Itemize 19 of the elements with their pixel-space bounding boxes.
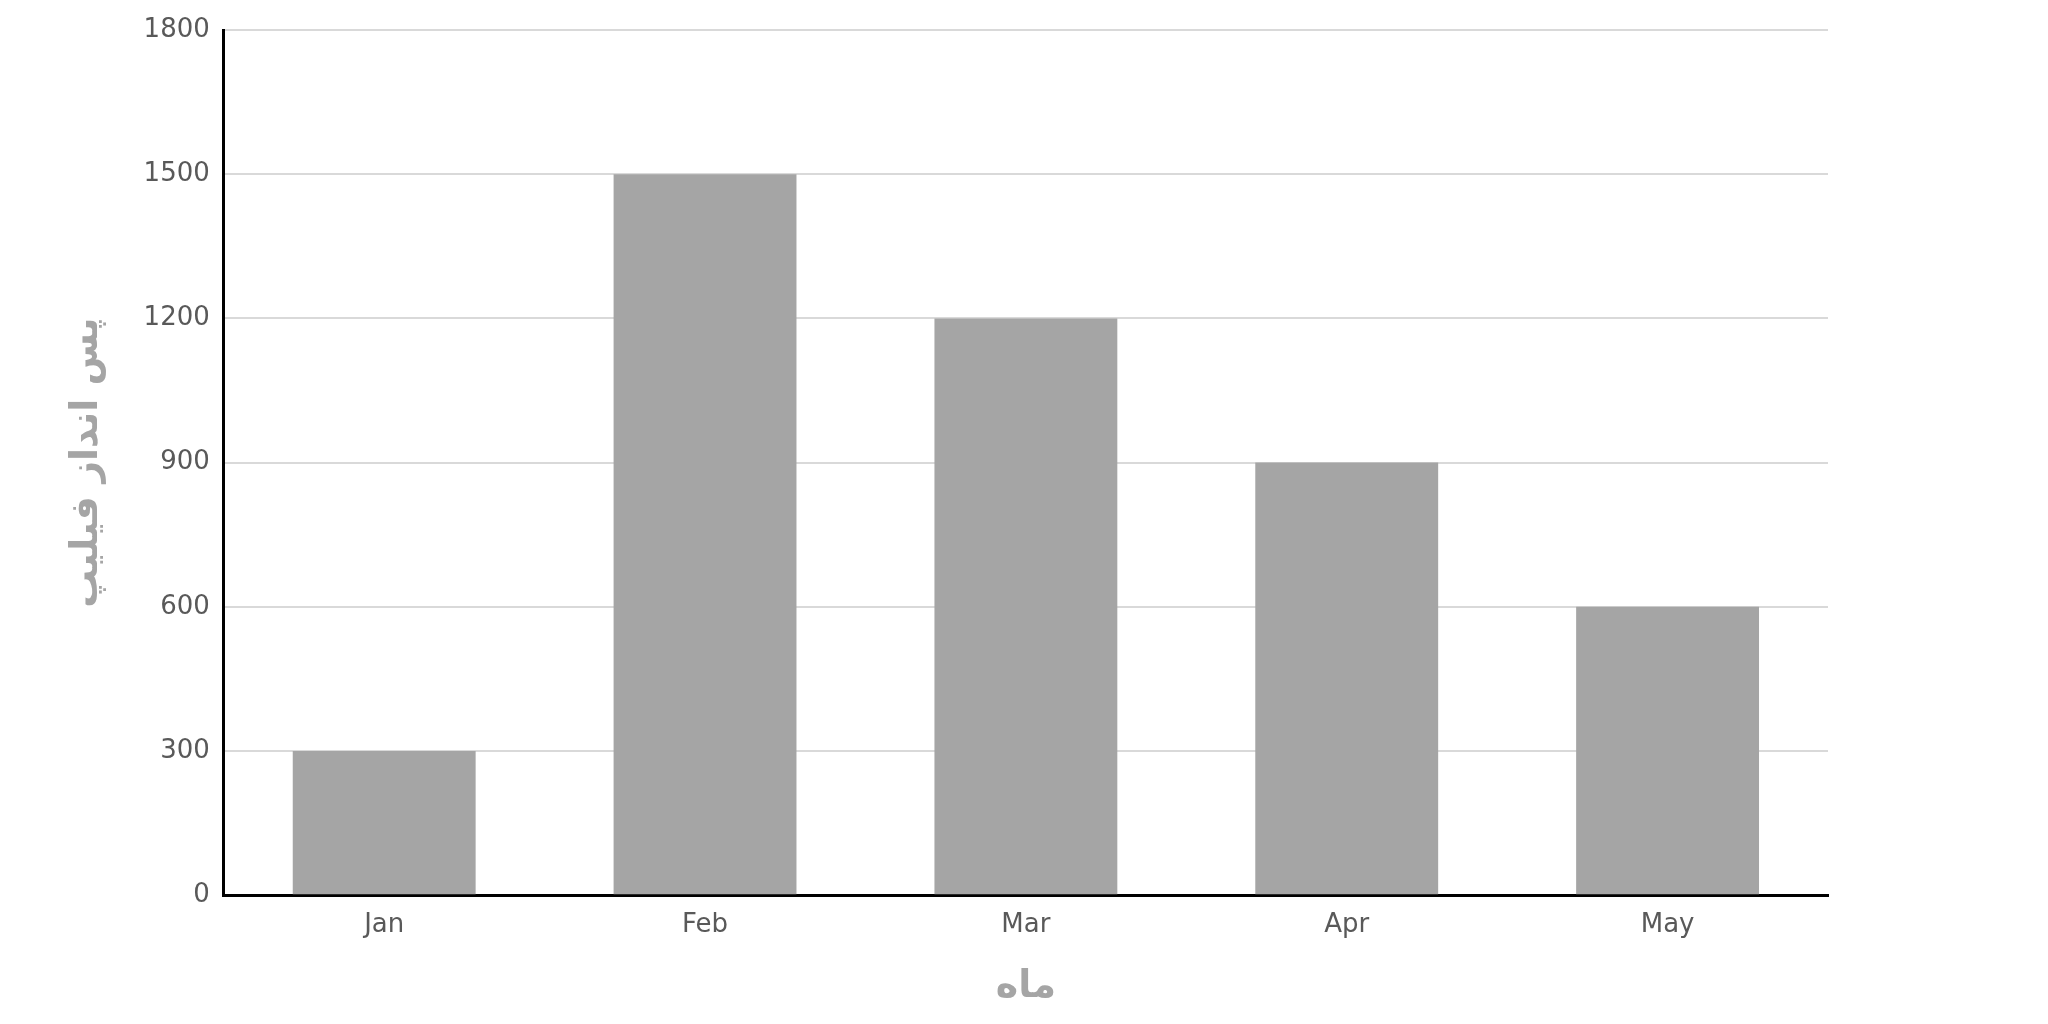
bar: [613, 174, 797, 895]
y-tick-label: 1200: [143, 301, 210, 332]
y-tick-label: 600: [160, 589, 210, 620]
bar: [1576, 606, 1760, 895]
x-tick-label: May: [1640, 907, 1695, 938]
y-tick-label: 1800: [143, 12, 210, 43]
y-tick-label: 0: [193, 877, 210, 908]
bar: [934, 318, 1118, 895]
x-tick-label: Apr: [1324, 907, 1370, 938]
x-axis-title: ماه: [995, 962, 1056, 1007]
bar: [1255, 462, 1439, 895]
y-tick-label: 900: [160, 445, 210, 476]
y-tick-label: 300: [160, 733, 210, 764]
x-tick-label: Feb: [682, 907, 729, 938]
y-tick-label: 1500: [143, 156, 210, 187]
x-tick-label: Mar: [1001, 907, 1051, 938]
y-axis-title: پس انداز فیلیپ: [61, 317, 106, 608]
x-tick-label: Jan: [362, 907, 405, 938]
bar: [292, 751, 476, 895]
